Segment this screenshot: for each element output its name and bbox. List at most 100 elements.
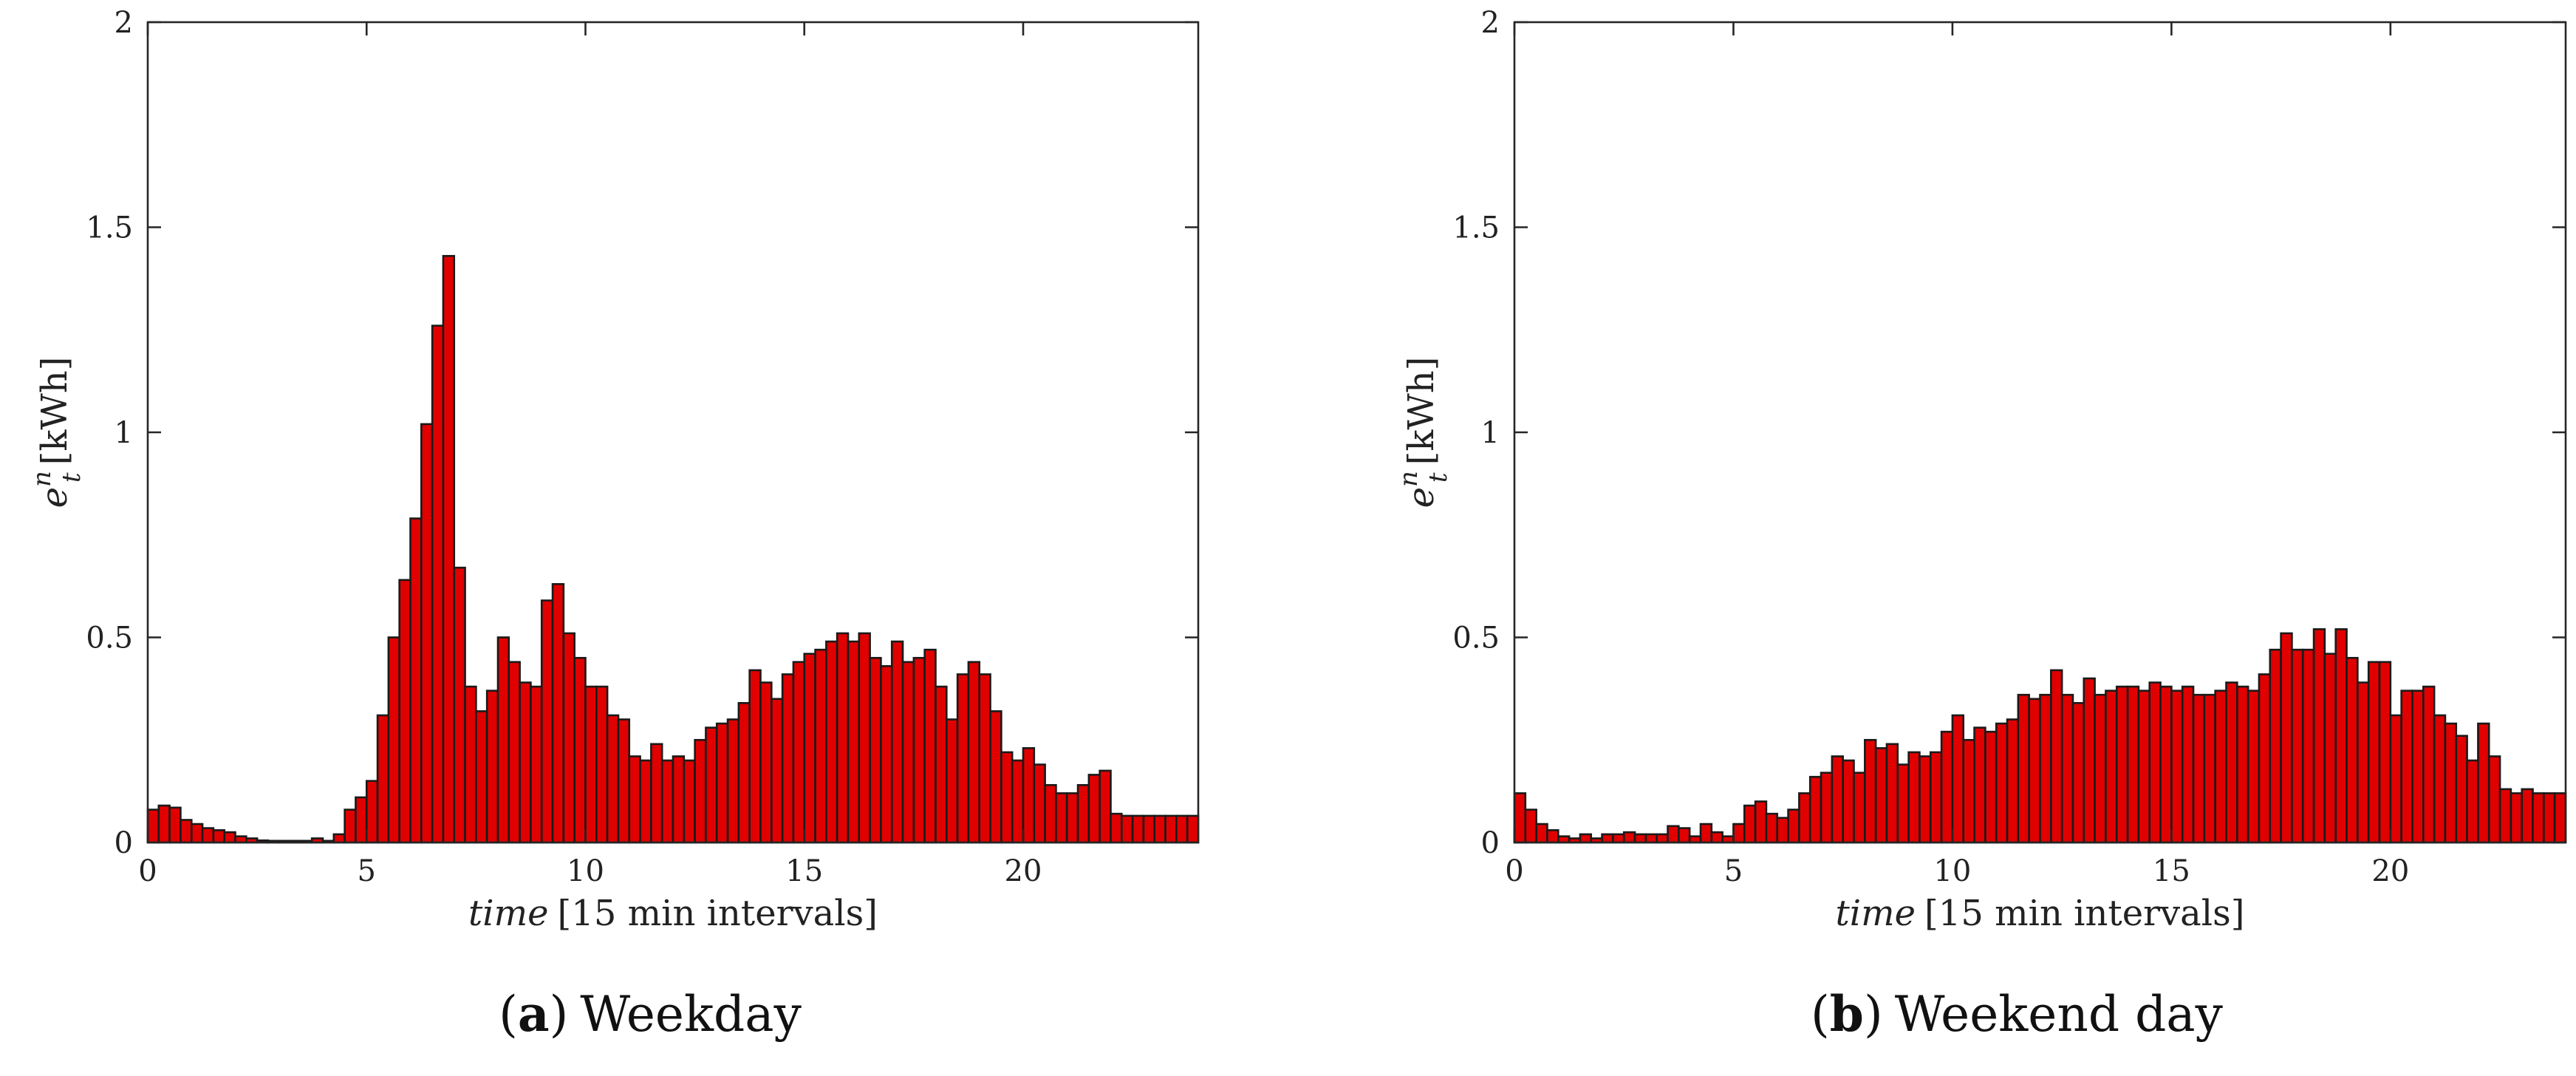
bar xyxy=(2291,648,2304,844)
bar xyxy=(1546,829,1559,844)
bar xyxy=(2346,656,2359,844)
bar xyxy=(1808,775,1822,844)
y-tick-label: 2 xyxy=(1481,6,1500,40)
bar xyxy=(573,656,587,844)
bar xyxy=(1667,825,1680,844)
bar xyxy=(2422,685,2436,844)
x-axis-label-unit: [15 min intervals] xyxy=(1924,893,2244,934)
bar xyxy=(956,673,970,844)
y-axis-label: ent [kWh] xyxy=(1394,357,1453,508)
bar xyxy=(2126,685,2140,844)
y-axis-label-symbol: e xyxy=(34,487,75,508)
x-tick-label: 15 xyxy=(2153,854,2190,888)
bar xyxy=(168,806,182,844)
bar xyxy=(1754,800,1768,844)
bar xyxy=(2247,689,2261,844)
bar xyxy=(1110,812,1123,844)
bar xyxy=(2280,632,2293,844)
bar xyxy=(201,827,215,844)
bar xyxy=(1874,747,1888,844)
bar xyxy=(1732,823,1746,844)
bar xyxy=(705,726,718,844)
bar xyxy=(453,566,466,844)
bar xyxy=(1579,833,1593,844)
bar xyxy=(1940,730,1954,844)
chart-panel-weekend-day: 0 5 10 15 20 0 0.5 1 1.5 2 ent [kWh] time [15 min i… xyxy=(1394,6,2567,1043)
bar xyxy=(2323,653,2337,844)
bar xyxy=(672,755,686,844)
bar xyxy=(519,681,532,844)
bar xyxy=(2357,681,2370,844)
bar xyxy=(562,632,575,844)
y-tick-label: 0 xyxy=(1481,826,1500,860)
bar xyxy=(409,517,423,844)
bar xyxy=(2389,714,2402,844)
bar xyxy=(1087,774,1101,844)
bar xyxy=(2137,689,2151,844)
axis-ticks: 0 5 10 15 20 0 0.5 1 1.5 2 xyxy=(86,6,1198,888)
x-tick-label: 15 xyxy=(785,854,823,888)
bar xyxy=(1033,763,1046,844)
bar xyxy=(858,632,871,844)
bar xyxy=(639,759,652,844)
x-tick-label: 20 xyxy=(1005,854,1042,888)
x-tick-label: 10 xyxy=(1933,854,1971,888)
bar xyxy=(2444,722,2458,844)
x-axis-label: time [15 min intervals] xyxy=(468,893,878,934)
y-tick-label: 1 xyxy=(115,416,133,450)
bar xyxy=(475,710,488,844)
bar xyxy=(540,599,554,844)
bar xyxy=(1099,769,1112,844)
bar xyxy=(923,648,937,844)
bar xyxy=(365,780,379,844)
bar xyxy=(146,808,160,844)
y-axis-label-superscript: n xyxy=(27,471,57,487)
bar xyxy=(398,579,411,844)
panel-caption: (b) Weekend day xyxy=(1811,985,2224,1043)
bar xyxy=(2312,628,2326,844)
chart-panel-weekday: 0 5 10 15 20 0 0.5 1 1.5 2 ent [kWh] time [15 min i… xyxy=(27,6,1200,1043)
bar xyxy=(420,423,434,844)
x-axis-label-variable: time xyxy=(468,893,549,934)
bar xyxy=(2071,701,2085,844)
bar xyxy=(1164,814,1178,844)
bar xyxy=(803,653,816,844)
bar xyxy=(1612,833,1625,844)
x-tick-label: 10 xyxy=(567,854,604,888)
y-axis-label-subscript: t xyxy=(57,472,86,483)
bar xyxy=(2203,693,2216,844)
bar xyxy=(2367,661,2381,844)
bar xyxy=(781,673,795,844)
bar xyxy=(2532,792,2545,844)
bar xyxy=(1513,792,1527,844)
panel-caption-letter: a xyxy=(518,985,550,1043)
y-axis-label-superscript: n xyxy=(1394,471,1424,487)
bar xyxy=(1011,759,1025,844)
y-axis-label-subscript: t xyxy=(1424,472,1453,483)
bar xyxy=(2411,689,2425,844)
y-tick-label: 0.5 xyxy=(86,622,133,656)
bar xyxy=(464,685,477,844)
x-tick-label: 20 xyxy=(2371,854,2409,888)
bar xyxy=(2039,693,2052,844)
bar xyxy=(2148,681,2162,844)
bar xyxy=(683,759,696,844)
bar xyxy=(1131,814,1145,844)
bar xyxy=(496,636,510,844)
x-axis-label-unit: [15 min intervals] xyxy=(558,893,878,934)
bar xyxy=(1524,808,1537,844)
bar xyxy=(847,640,861,844)
bar xyxy=(715,722,729,844)
bar xyxy=(1919,755,1932,844)
bar xyxy=(1699,823,1713,844)
bar xyxy=(2510,792,2524,844)
bar xyxy=(660,759,674,844)
bar xyxy=(1973,726,1986,844)
bar xyxy=(485,689,499,844)
bar xyxy=(1710,831,1723,844)
bar xyxy=(650,743,663,844)
bar xyxy=(1186,814,1200,844)
bar xyxy=(223,831,236,844)
bar xyxy=(1055,792,1068,844)
